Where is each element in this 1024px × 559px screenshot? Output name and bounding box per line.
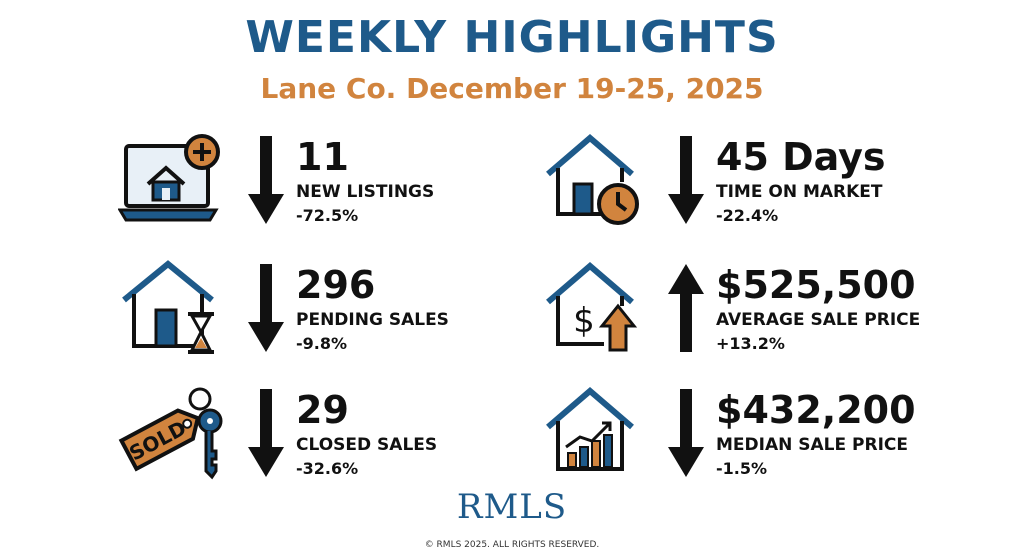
arrow-down-icon — [248, 264, 284, 352]
house-dollar-up-icon: $ — [546, 262, 638, 352]
stat-median-sale-price: $432,200 MEDIAN SALE PRICE -1.5% — [544, 385, 984, 495]
page-title: WEEKLY HIGHLIGHTS — [245, 12, 779, 63]
stat-value: $432,200 — [716, 388, 916, 432]
stat-change: -9.8% — [296, 334, 348, 353]
svg-text:$: $ — [573, 301, 595, 341]
stat-label: TIME ON MARKET — [716, 182, 883, 202]
arrow-up-icon — [668, 264, 704, 352]
stat-pending-sales: 296 PENDING SALES -9.8% — [118, 260, 558, 370]
stat-time-on-market: 45 Days TIME ON MARKET -22.4% — [544, 132, 984, 242]
stat-label: PENDING SALES — [296, 310, 449, 330]
stat-change: -1.5% — [716, 459, 768, 478]
rmls-logo: RMLS — [456, 487, 568, 527]
stat-label: AVERAGE SALE PRICE — [716, 310, 921, 330]
stat-change: +13.2% — [716, 334, 785, 353]
house-hourglass-icon — [122, 260, 214, 354]
stat-value: $525,500 — [716, 263, 916, 307]
arrow-down-icon — [248, 389, 284, 477]
stat-closed-sales: SOLD 29 CLOSED SALES -32.6% — [118, 385, 558, 495]
stat-average-sale-price: $ $525,500 AVERAGE SALE PRICE +13.2% — [544, 260, 984, 370]
stat-new-listings: 11 NEW LISTINGS -72.5% — [118, 132, 558, 242]
stat-change: -72.5% — [296, 206, 359, 225]
stat-value: 296 — [296, 263, 376, 307]
stat-value: 29 — [296, 388, 349, 432]
page-subtitle: Lane Co. December 19-25, 2025 — [260, 72, 764, 105]
stat-change: -32.6% — [296, 459, 359, 478]
stat-value: 11 — [296, 135, 349, 179]
stat-change: -22.4% — [716, 206, 779, 225]
stat-label: NEW LISTINGS — [296, 182, 435, 202]
arrow-down-icon — [668, 136, 704, 224]
stat-label: MEDIAN SALE PRICE — [716, 435, 908, 455]
laptop-house-plus-icon — [118, 134, 220, 222]
house-clock-icon — [546, 134, 639, 225]
arrow-down-icon — [668, 389, 704, 477]
house-bar-chart-icon — [546, 387, 634, 471]
stat-value: 45 Days — [716, 135, 886, 179]
copyright-notice: © RMLS 2025. ALL RIGHTS RESERVED. — [424, 540, 600, 550]
sold-tag-key-icon: SOLD — [118, 387, 223, 480]
stat-label: CLOSED SALES — [296, 435, 438, 455]
arrow-down-icon — [248, 136, 284, 224]
